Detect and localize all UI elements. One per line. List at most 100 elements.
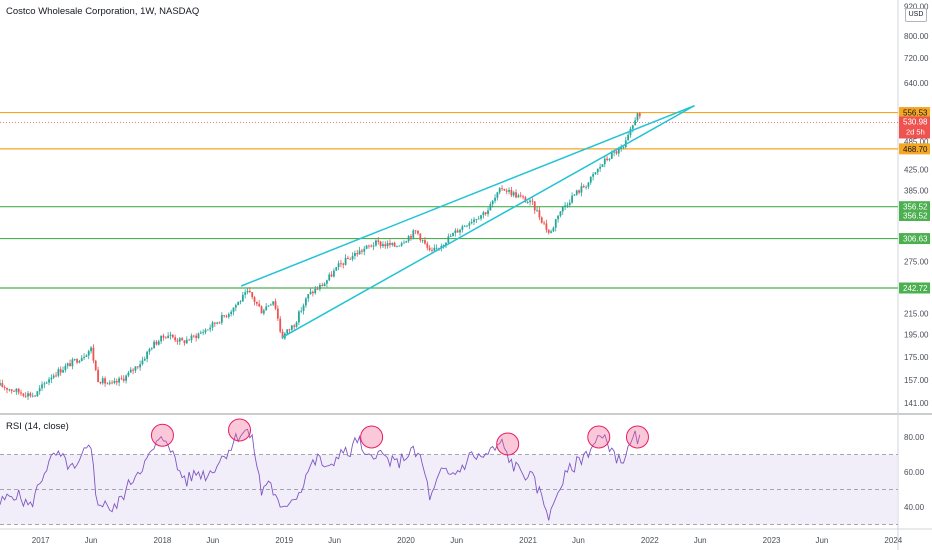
- candle-up: [517, 195, 520, 198]
- candle-up: [113, 380, 116, 383]
- candle-down: [255, 301, 258, 304]
- time-axis-tick-label: 2019: [275, 536, 293, 545]
- rsi-overbought-highlight: [150, 423, 174, 447]
- candle-down: [171, 334, 174, 338]
- rsi-indicator-label[interactable]: RSI (14, close): [6, 421, 69, 432]
- time-axis-tick-label: 2020: [397, 536, 415, 545]
- price-axis-tick-label: 215.00: [904, 310, 929, 319]
- candle-up: [199, 332, 202, 334]
- candle-down: [417, 230, 419, 234]
- candle-down: [20, 392, 22, 394]
- candle-up: [78, 361, 81, 363]
- time-axis-tick-label: Jun: [328, 536, 341, 545]
- candle-down: [379, 241, 382, 247]
- candle-down: [258, 303, 261, 307]
- candle-up: [335, 267, 338, 271]
- currency-badge[interactable]: USD: [905, 8, 927, 22]
- rsi-overbought-highlight: [228, 418, 252, 442]
- candle-up: [400, 243, 403, 246]
- candle-down: [276, 308, 279, 319]
- candle-down: [122, 378, 125, 381]
- candle-down: [288, 329, 291, 331]
- candle-up: [202, 332, 205, 334]
- candle-down: [578, 190, 580, 193]
- time-axis-tick-label: Jun: [572, 536, 585, 545]
- candle-down: [120, 378, 123, 380]
- candle-up: [552, 227, 555, 232]
- candle-up: [52, 375, 55, 378]
- candle-up: [43, 383, 46, 385]
- candle-up: [589, 176, 592, 183]
- candle-down: [638, 113, 641, 117]
- candle-up: [62, 370, 64, 373]
- candle-up: [206, 329, 209, 331]
- candle-up: [491, 200, 494, 205]
- candle-down: [213, 322, 216, 324]
- candle-up: [87, 351, 90, 356]
- candle-down: [606, 158, 609, 160]
- candle-down: [501, 188, 503, 190]
- candle-up: [405, 241, 408, 243]
- candle-up: [244, 292, 247, 295]
- candle-up: [220, 315, 223, 323]
- candle-up: [295, 322, 298, 327]
- candle-down: [342, 263, 345, 265]
- candle-up: [634, 120, 637, 126]
- candle-down: [59, 369, 62, 373]
- candle-up: [48, 379, 50, 383]
- candle-up: [73, 359, 76, 360]
- candle-down: [531, 200, 534, 202]
- resistance-level-tag: [899, 107, 930, 119]
- candle-up: [232, 307, 235, 312]
- candle-down: [1, 383, 4, 388]
- candle-up: [326, 280, 328, 284]
- support-level-label: 306.63: [903, 235, 928, 244]
- candle-down: [253, 297, 256, 302]
- candle-down: [92, 347, 95, 361]
- candle-up: [269, 304, 272, 306]
- candle-up: [421, 240, 424, 241]
- rsi-line: [0, 428, 641, 521]
- candle-down: [13, 390, 15, 392]
- price-axis-tick-label: 640.00: [904, 79, 929, 88]
- candle-down: [424, 240, 426, 244]
- candle-down: [6, 387, 8, 390]
- candle-up: [38, 388, 41, 392]
- time-axis-tick-label: Jun: [206, 536, 219, 545]
- candle-down: [218, 322, 221, 324]
- rsi-axis-tick-label: 60.00: [904, 468, 925, 477]
- candle-down: [410, 236, 412, 238]
- rsi-overbought-highlight: [496, 432, 520, 456]
- candle-up: [470, 222, 473, 224]
- candle-down: [311, 291, 314, 294]
- candle-up: [372, 245, 375, 247]
- candle-up: [125, 375, 127, 381]
- candle-up: [141, 360, 144, 365]
- candle-down: [340, 263, 342, 265]
- candle-up: [475, 219, 478, 221]
- candle-up: [447, 236, 450, 243]
- price-axis-tick-label: 385.00: [904, 186, 929, 195]
- candle-up: [573, 194, 576, 196]
- resistance-level-tag: [899, 143, 930, 155]
- candle-up: [337, 263, 340, 268]
- rsi-axis-tick-label: 40.00: [904, 503, 925, 512]
- candle-up: [304, 298, 307, 306]
- candle-up: [216, 322, 219, 324]
- candle-up: [561, 206, 564, 212]
- candle-up: [57, 369, 60, 376]
- price-axis-tick-label: 920.00: [904, 2, 929, 11]
- time-axis-tick-label: 2024: [884, 536, 902, 545]
- candle-up: [536, 210, 538, 212]
- candle-down: [428, 247, 431, 251]
- candle-down: [321, 284, 324, 287]
- candle-down: [34, 395, 36, 397]
- candle-up: [617, 148, 620, 154]
- candle-down: [522, 196, 524, 198]
- candle-down: [106, 383, 109, 385]
- candle-up: [631, 125, 634, 129]
- candle-up: [440, 245, 443, 249]
- candle-up: [323, 283, 326, 287]
- candle-up: [90, 347, 92, 352]
